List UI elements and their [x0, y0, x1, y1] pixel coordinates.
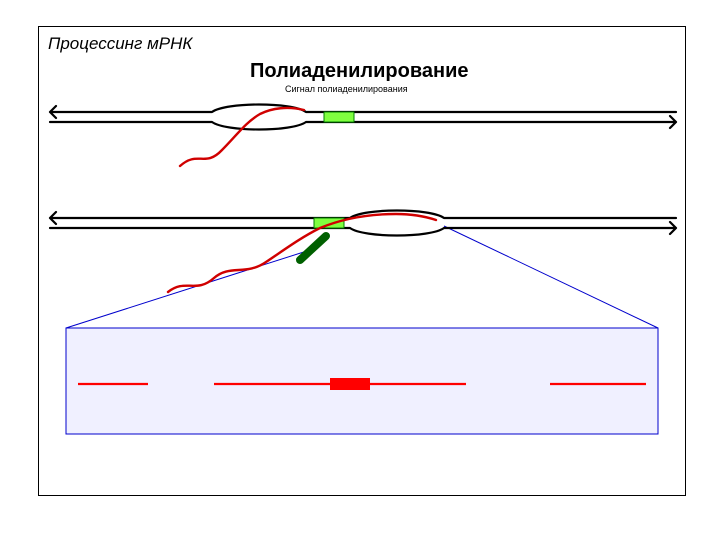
zoom-line-left [66, 250, 310, 328]
dna1-bottom-strand [50, 116, 676, 130]
dna2-polymerase [300, 236, 326, 260]
dna1-rna [180, 108, 304, 166]
zoom-line-right [444, 226, 658, 328]
dna1-top-strand [50, 105, 676, 119]
diagram-stage: Процессинг мРНК Полиаденилирование Сигна… [0, 0, 720, 540]
dna2-signal-box [314, 218, 344, 228]
detail-cut-site-block [330, 378, 370, 390]
dna1-signal-box [324, 112, 354, 122]
dna2-bottom-strand [50, 222, 676, 236]
diagram-svg [0, 0, 720, 540]
